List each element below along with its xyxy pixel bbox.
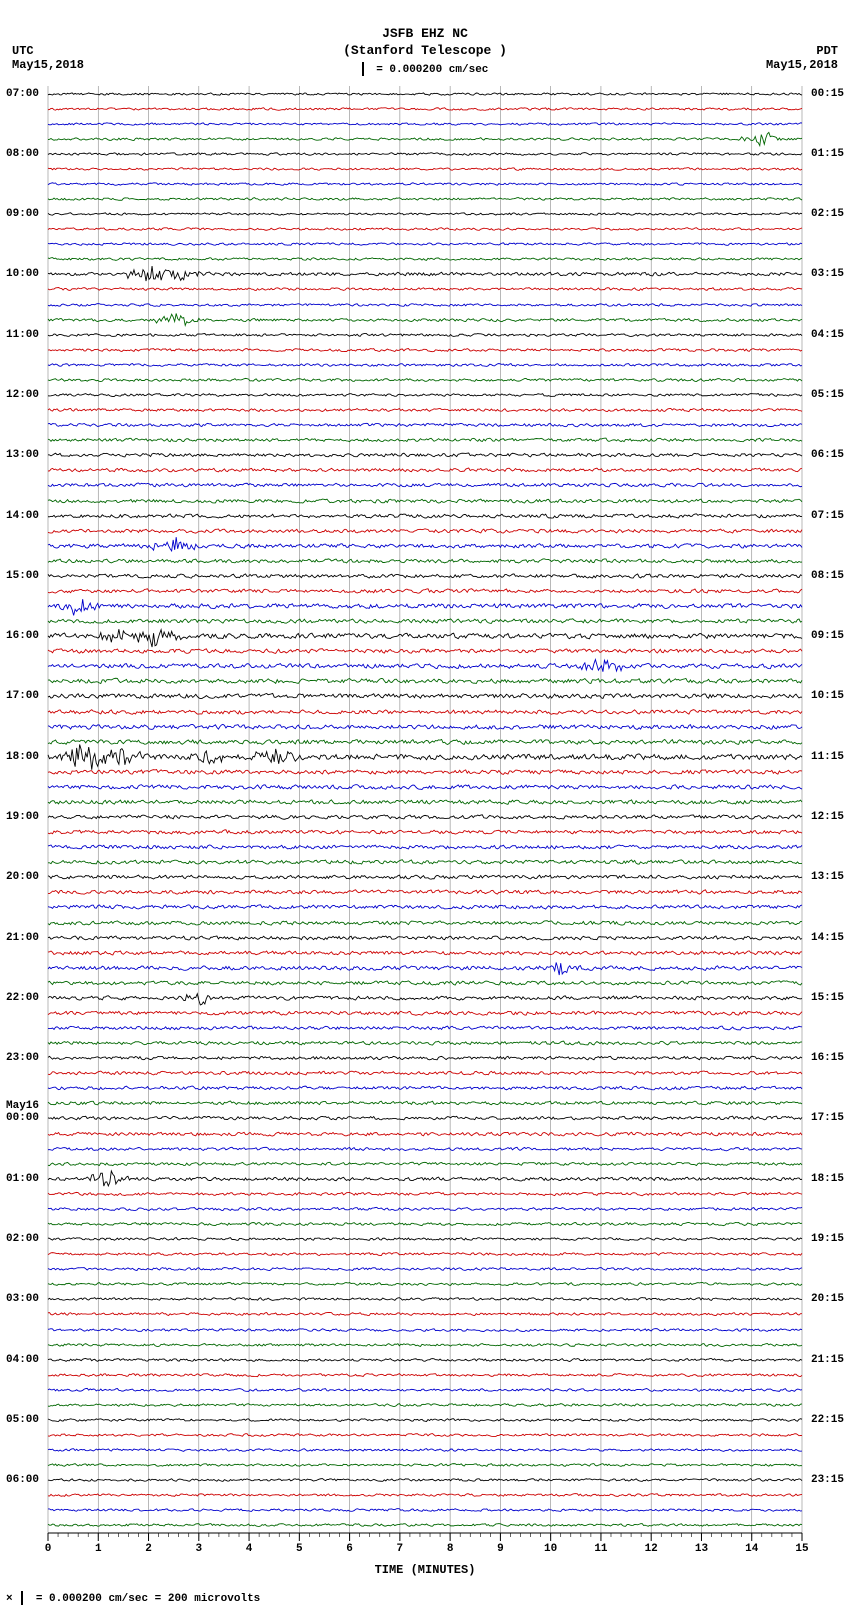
pdt-time-label: 01:15 — [811, 148, 844, 160]
pdt-time-label: 09:15 — [811, 630, 844, 642]
utc-time-label: 23:00 — [6, 1052, 39, 1064]
utc-time-label: 11:00 — [6, 329, 39, 341]
utc-time-label: 05:00 — [6, 1414, 39, 1426]
pdt-time-label: 22:15 — [811, 1414, 844, 1426]
pdt-time-label: 10:15 — [811, 690, 844, 702]
pdt-time-label: 08:15 — [811, 570, 844, 582]
right-timezone: PDT May15,2018 — [766, 44, 838, 72]
pdt-time-label: 20:15 — [811, 1293, 844, 1305]
utc-time-label: 04:00 — [6, 1354, 39, 1366]
left-tz-date: May15,2018 — [12, 58, 84, 72]
plot-area: 0123456789101112131415 — [48, 86, 802, 1533]
station-location: (Stanford Telescope ) — [0, 43, 850, 60]
pdt-time-label: 04:15 — [811, 329, 844, 341]
scale-bar-icon — [21, 1591, 23, 1605]
utc-time-label: 16:00 — [6, 630, 39, 642]
pdt-time-label: 12:15 — [811, 811, 844, 823]
utc-time-label: 03:00 — [6, 1293, 39, 1305]
utc-time-label: 14:00 — [6, 510, 39, 522]
pdt-time-label: 15:15 — [811, 992, 844, 1004]
seismic-trace — [48, 1505, 802, 1545]
utc-time-label: 13:00 — [6, 449, 39, 461]
pdt-time-label: 07:15 — [811, 510, 844, 522]
utc-time-label: 22:00 — [6, 992, 39, 1004]
utc-time-label: 19:00 — [6, 811, 39, 823]
utc-time-label: 20:00 — [6, 871, 39, 883]
utc-time-label: 17:00 — [6, 690, 39, 702]
utc-time-label: 06:00 — [6, 1474, 39, 1486]
pdt-time-label: 19:15 — [811, 1233, 844, 1245]
pdt-time-label: 23:15 — [811, 1474, 844, 1486]
utc-time-label: 07:00 — [6, 88, 39, 100]
pdt-time-label: 02:15 — [811, 208, 844, 220]
pdt-time-label: 18:15 — [811, 1173, 844, 1185]
utc-time-label: 00:00 — [6, 1112, 39, 1124]
footer-text: = 0.000200 cm/sec = 200 microvolts — [36, 1593, 260, 1605]
pdt-time-label: 03:15 — [811, 268, 844, 280]
pdt-time-label: 11:15 — [811, 751, 844, 763]
utc-time-label: 18:00 — [6, 751, 39, 763]
utc-time-label: 10:00 — [6, 268, 39, 280]
right-tz-label: PDT — [766, 44, 838, 58]
x-axis-title: TIME (MINUTES) — [0, 1563, 850, 1577]
utc-time-label: 09:00 — [6, 208, 39, 220]
left-tz-label: UTC — [12, 44, 84, 58]
chart-header: JSFB EHZ NC (Stanford Telescope ) — [0, 26, 850, 60]
utc-time-label: 02:00 — [6, 1233, 39, 1245]
footer-prefix: × — [6, 1593, 13, 1605]
pdt-time-label: 13:15 — [811, 871, 844, 883]
pdt-time-label: 17:15 — [811, 1112, 844, 1124]
day-label: May16 — [6, 1100, 39, 1112]
seismogram-container: JSFB EHZ NC (Stanford Telescope ) = 0.00… — [0, 0, 850, 1613]
utc-time-label: 21:00 — [6, 932, 39, 944]
pdt-time-label: 16:15 — [811, 1052, 844, 1064]
footer-note: × = 0.000200 cm/sec = 200 microvolts — [6, 1591, 260, 1605]
pdt-time-label: 00:15 — [811, 88, 844, 100]
utc-time-label: 12:00 — [6, 389, 39, 401]
pdt-time-label: 06:15 — [811, 449, 844, 461]
utc-time-label: 08:00 — [6, 148, 39, 160]
pdt-time-label: 14:15 — [811, 932, 844, 944]
utc-time-label: 01:00 — [6, 1173, 39, 1185]
utc-time-label: 15:00 — [6, 570, 39, 582]
right-tz-date: May15,2018 — [766, 58, 838, 72]
station-code: JSFB EHZ NC — [0, 26, 850, 43]
pdt-time-label: 05:15 — [811, 389, 844, 401]
pdt-time-label: 21:15 — [811, 1354, 844, 1366]
left-timezone: UTC May15,2018 — [12, 44, 84, 72]
